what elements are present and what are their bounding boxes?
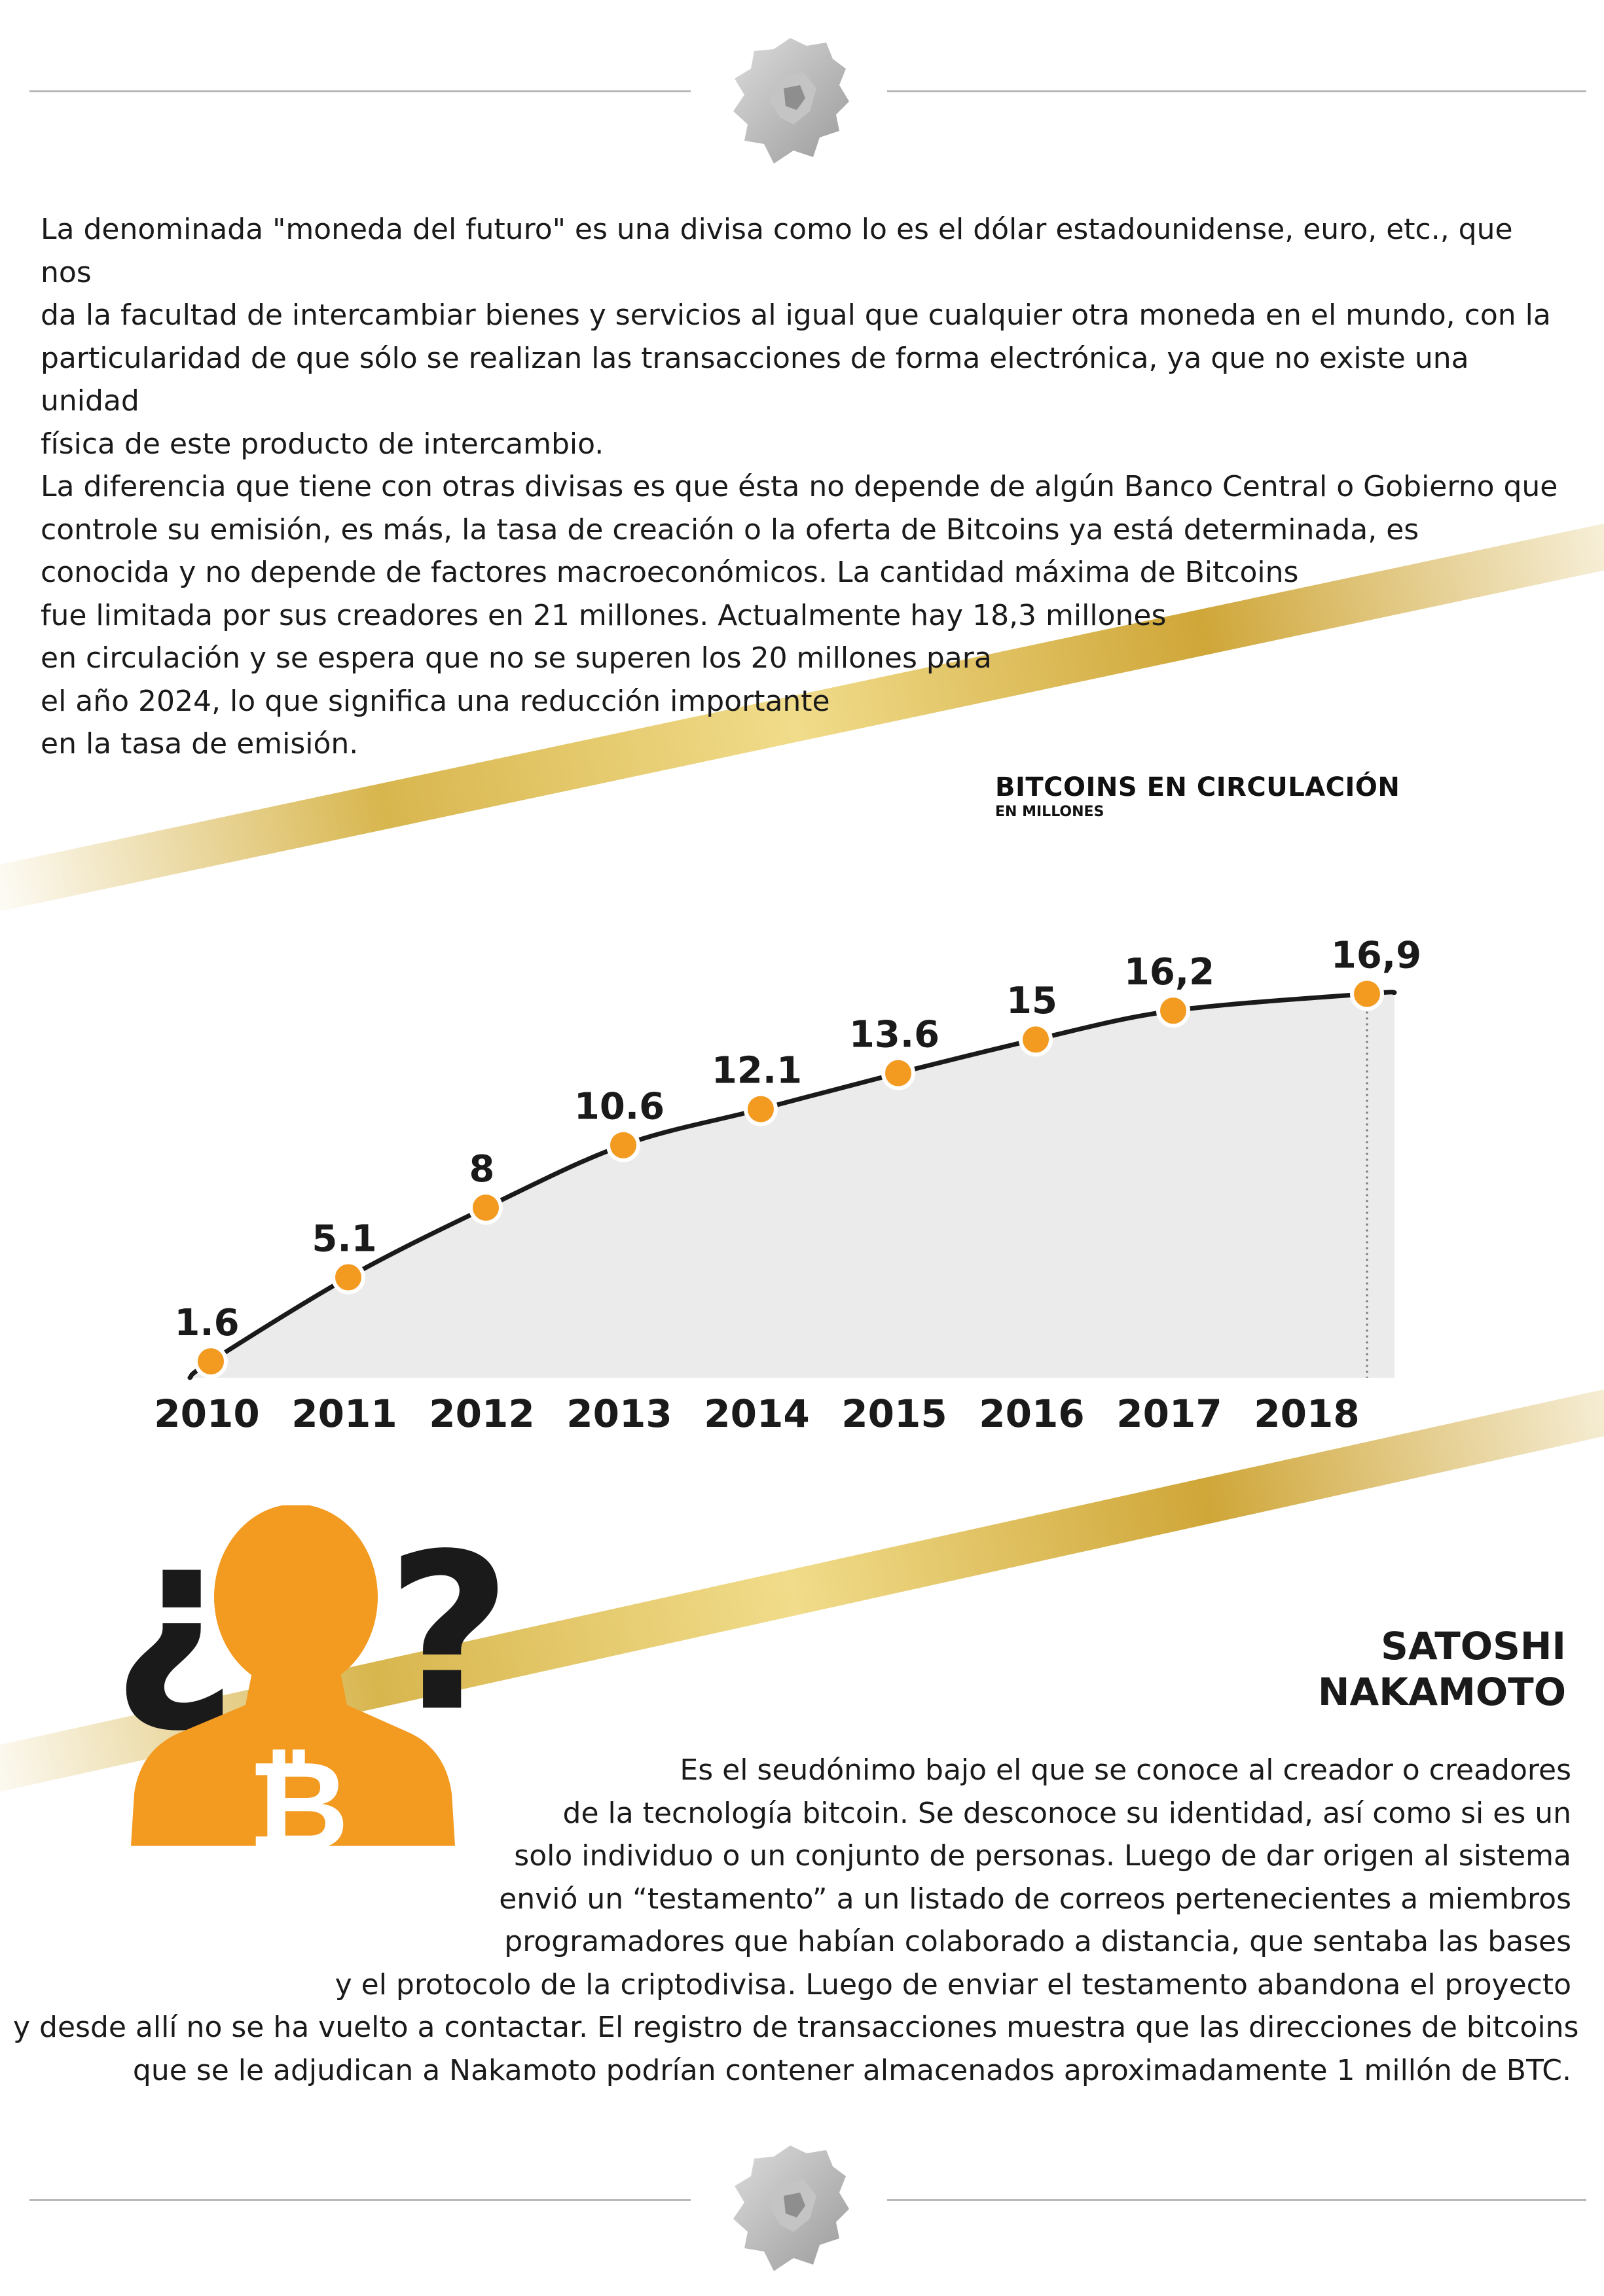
chart-point — [469, 1191, 503, 1225]
chart-x-tick-label: 2011 — [291, 1391, 397, 1436]
nakamoto-line: y desde allí no se ha vuelto a contactar… — [13, 2011, 1579, 2044]
intro-line: La diferencia que tiene con otras divisa… — [41, 470, 1558, 503]
nakamoto-line: de la tecnología bitcoin. Se desconoce s… — [562, 1796, 1571, 1830]
chart-data-label: 15 — [1006, 980, 1057, 1022]
intro-line: en circulación y se espera que no se sup… — [41, 641, 992, 675]
bitcoin-symbol-icon: ₿ — [247, 1734, 349, 1878]
intro-line: controle su emisión, es más, la tasa de … — [41, 512, 1419, 547]
chart-data-label: 16,9 — [1331, 934, 1421, 977]
nakamoto-line: programadores que habían colaborado a di… — [504, 1925, 1571, 1958]
chart-subtitle: EN MILLONES — [995, 804, 1104, 820]
bitcoin-circulation-chart: 1.6 5.1 8 10.6 12.1 13.6 15 16,2 16,9 2010 2011 201… — [154, 934, 1421, 1436]
chart-x-tick-label: 2012 — [429, 1391, 534, 1436]
chart-data-label: 5.1 — [312, 1218, 376, 1261]
chart-point — [1350, 977, 1384, 1011]
chart-data-label: 10.6 — [574, 1086, 665, 1128]
nakamoto-heading-line1: SATOSHI — [1381, 1624, 1566, 1668]
chart-point — [331, 1260, 365, 1295]
footer-rule-left — [29, 2199, 691, 2201]
footer-rule-right — [887, 2199, 1586, 2201]
intro-line: conocida y no depende de factores macroe… — [41, 556, 1299, 589]
nakamoto-paragraph: Es el seudónimo bajo el que se conoce al… — [13, 1749, 1579, 2092]
chart-point — [606, 1128, 640, 1162]
chart-x-tick-label: 2010 — [154, 1391, 259, 1436]
nakamoto-heading-line2: NAKAMOTO — [1317, 1670, 1566, 1714]
chart-data-label: 12.1 — [712, 1050, 802, 1092]
chart-point — [744, 1092, 778, 1126]
chart-point — [881, 1056, 915, 1090]
lion-head-icon — [733, 2145, 849, 2271]
intro-line: fue limitada por sus creadores en 21 mil… — [41, 598, 1167, 632]
intro-line: física de este producto de intercambio. — [41, 427, 604, 461]
nakamoto-heading: SATOSHI NAKAMOTO — [1318, 1623, 1566, 1715]
chart-area — [190, 992, 1394, 1378]
chart-data-label: 13.6 — [849, 1014, 939, 1056]
intro-line: el año 2024, lo que significa una reducc… — [41, 684, 830, 718]
nakamoto-line: que se le adjudican a Nakamoto podrían c… — [132, 2053, 1571, 2087]
chart-data-label: 8 — [469, 1148, 495, 1191]
chart-x-tick-label: 2017 — [1116, 1391, 1222, 1436]
intro-paragraph: La denominada "moneda del futuro" es una… — [41, 208, 1573, 766]
person-silhouette-icon — [131, 1505, 455, 1846]
chart-x-tick-label: 2015 — [841, 1391, 947, 1436]
question-mark-close: ? — [386, 1507, 512, 1759]
chart-data-label: 1.6 — [174, 1302, 239, 1344]
nakamoto-line: Es el seudónimo bajo el que se conoce al… — [680, 1753, 1571, 1787]
nakamoto-line: solo individuo o un conjunto de personas… — [514, 1839, 1571, 1873]
chart-point — [194, 1344, 228, 1378]
chart-x-tick-label: 2016 — [979, 1391, 1084, 1436]
intro-line: particularidad de que sólo se realizan l… — [41, 341, 1469, 418]
intro-line: da la facultad de intercambiar bienes y … — [41, 298, 1551, 332]
chart-data-label: 16,2 — [1124, 951, 1214, 994]
nakamoto-line: y el protocolo de la criptodivisa. Luego… — [335, 1967, 1571, 2001]
chart-x-tick-label: 2013 — [566, 1391, 672, 1436]
lion-head-icon — [733, 38, 849, 164]
chart-x-tick-label: 2014 — [704, 1391, 809, 1436]
intro-line: La denominada "moneda del futuro" es una… — [41, 213, 1513, 289]
intro-line: en la tasa de emisión. — [41, 727, 359, 761]
nakamoto-line: envió un “testamento” a un listado de co… — [499, 1882, 1571, 1916]
header-rule-left — [29, 90, 691, 92]
header-rule-right — [887, 90, 1586, 92]
chart-x-tick-label: 2018 — [1254, 1391, 1359, 1436]
chart-title: BITCOINS EN CIRCULACIÓN — [995, 772, 1400, 802]
chart-point — [1019, 1022, 1053, 1057]
chart-point — [1156, 994, 1190, 1028]
